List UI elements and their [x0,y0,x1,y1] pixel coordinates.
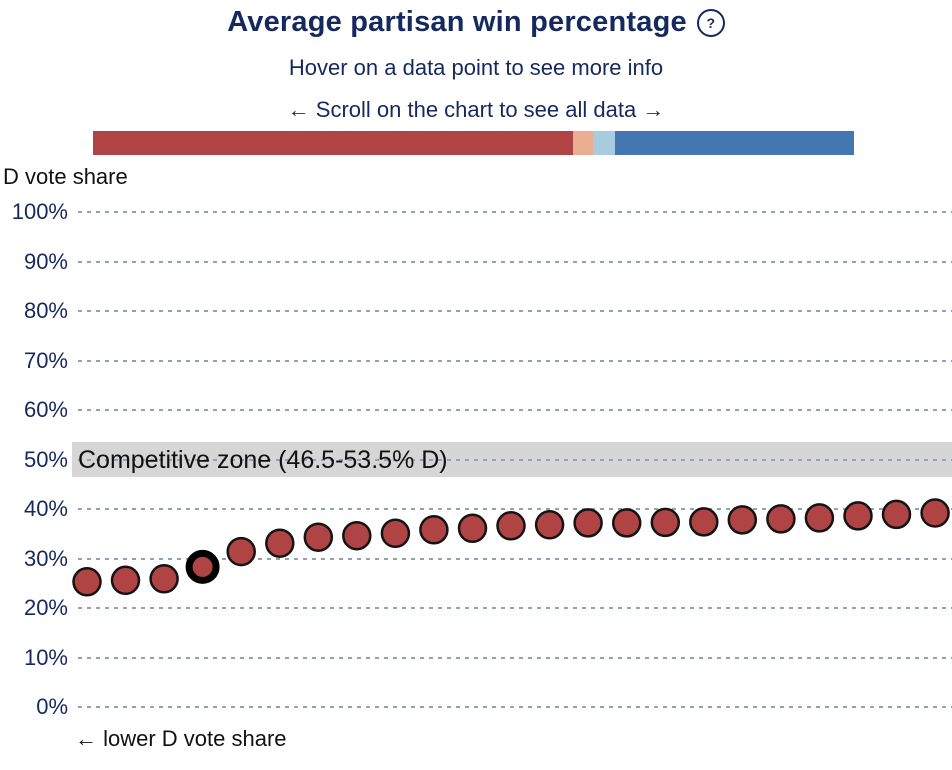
data-point[interactable] [534,510,565,540]
data-point[interactable] [457,513,488,544]
partisan-distribution-bar [93,131,854,155]
y-tick-label: 40% [23,496,68,521]
bar-segment-strong-republican [93,131,574,155]
y-tick-label: 60% [23,397,68,422]
hover-hint-text: Hover on a data point to see more info [288,55,664,80]
bar-segment-lean-democrat [592,131,616,155]
competitive-zone-label: Competitive zone (46.5-53.5% D) [78,446,448,474]
y-axis-title: D vote share [3,164,128,189]
data-point[interactable] [380,518,411,549]
data-point[interactable] [496,511,526,541]
y-tick-label: 90% [23,248,68,274]
y-tick-label: 0% [36,694,68,719]
y-tick-label: 80% [23,298,68,323]
chart-header: Average partisan win percentage ? [0,6,952,39]
data-point[interactable] [881,499,912,530]
data-point[interactable] [72,567,102,597]
data-point[interactable] [611,508,642,538]
gridline [78,310,952,312]
data-point[interactable] [419,515,449,545]
data-point[interactable] [727,505,758,535]
gridline [78,508,952,510]
y-tick-label: 70% [23,347,68,373]
data-point[interactable] [766,504,796,534]
y-tick-label: 30% [23,545,68,571]
x-axis-note: ← lower D vote share [75,726,287,751]
data-point[interactable] [843,501,873,531]
data-point[interactable] [920,498,950,528]
bar-segment-strong-democrat [615,131,854,155]
data-point[interactable] [226,536,256,567]
data-point[interactable] [149,564,179,594]
gridline [78,359,952,362]
gridline [78,260,952,263]
data-point[interactable] [689,507,719,537]
y-tick-label: 20% [23,595,68,620]
data-point[interactable] [303,522,334,552]
data-point[interactable] [342,520,372,551]
data-point[interactable] [804,503,835,533]
gridline [78,211,952,213]
bar-segment-lean-republican [573,131,593,155]
y-tick-label: 50% [23,446,68,472]
y-tick-label: 100% [11,199,68,224]
data-point[interactable] [265,528,295,558]
gridline [78,458,952,461]
data-point[interactable] [110,565,141,596]
gridline [78,607,952,609]
gridline [78,706,952,708]
scroll-hint-text: ← Scroll on the chart to see all data → [287,97,665,122]
data-point[interactable] [650,507,681,538]
gridline [78,409,952,411]
page-title: Average partisan win percentage [227,6,687,38]
data-point[interactable] [573,508,603,538]
y-tick-label: 10% [23,644,68,670]
gridline [78,656,952,659]
gridline [78,557,952,560]
help-icon[interactable]: ? [696,8,725,37]
data-point-highlighted[interactable] [185,549,220,584]
